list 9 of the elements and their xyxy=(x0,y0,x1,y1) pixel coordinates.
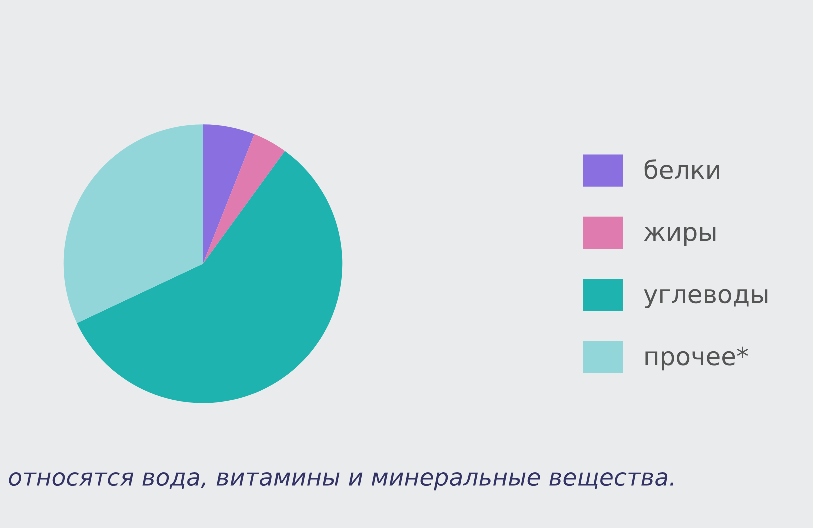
pie-slice xyxy=(203,134,286,264)
pie-slice xyxy=(77,151,343,404)
text: относятся вода, витамины и минеральные вещества. xyxy=(9,472,674,491)
legend-label: прочее* xyxy=(646,346,748,371)
legend-label: белки xyxy=(644,160,720,180)
legend-label: углеводы xyxy=(644,289,768,308)
pie-slice xyxy=(203,124,255,264)
legend-label: жиры xyxy=(644,227,716,246)
pie-slice xyxy=(64,124,204,324)
